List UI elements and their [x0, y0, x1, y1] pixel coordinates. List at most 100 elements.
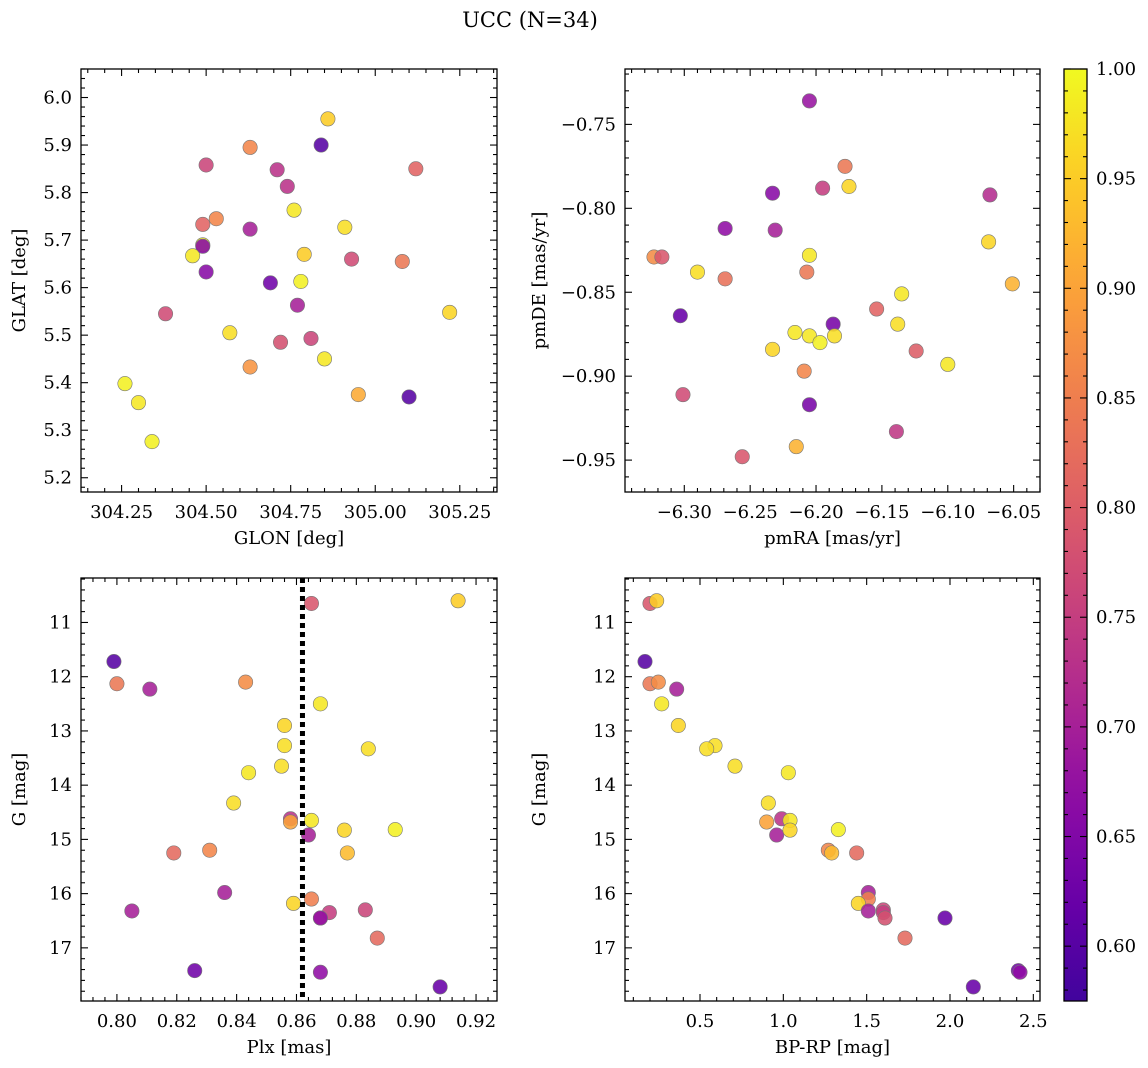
- data-point: [877, 910, 893, 926]
- y-tick-label: 12: [593, 667, 616, 688]
- data-point: [296, 246, 312, 262]
- scatter-points: [646, 93, 1020, 465]
- y-tick-label: 11: [593, 612, 616, 633]
- x-tick-label: 1.0: [769, 1011, 798, 1032]
- y-tick-label: 5.8: [43, 183, 72, 204]
- data-point: [238, 674, 254, 690]
- data-point: [109, 676, 125, 692]
- data-point: [387, 822, 403, 838]
- y-tick-label: 5.2: [43, 468, 72, 489]
- data-point: [675, 387, 691, 403]
- data-point: [908, 343, 924, 359]
- data-point: [317, 351, 333, 367]
- data-point: [727, 758, 743, 774]
- data-point: [765, 185, 781, 201]
- data-point: [965, 979, 981, 995]
- data-point: [1004, 276, 1020, 292]
- data-point: [195, 238, 211, 254]
- panel-plx-g: 0.80 0.82 0.84 0.86 0.88 0.90 0.92 11 12 13 14 15 16…: [9, 577, 498, 1058]
- data-point: [124, 903, 140, 919]
- data-point: [1012, 964, 1028, 980]
- y-tick-label: 16: [593, 884, 616, 905]
- data-point: [787, 325, 803, 341]
- y-tick-label: −0.75: [561, 114, 616, 135]
- colorbar-tick-label: 0.90: [1096, 278, 1136, 299]
- data-point: [285, 895, 301, 911]
- data-point: [717, 271, 733, 287]
- x-tick-label: 0.82: [157, 1011, 197, 1032]
- x-tick-label: 304.75: [259, 502, 322, 523]
- data-point: [717, 220, 733, 236]
- y-tick-label: 13: [49, 721, 72, 742]
- data-point: [106, 654, 122, 670]
- data-point: [117, 376, 133, 392]
- x-axis-label: BP-RP [mag]: [775, 1037, 890, 1058]
- x-tick-label: −6.05: [986, 502, 1041, 523]
- data-point: [654, 249, 670, 265]
- data-point: [286, 202, 302, 218]
- colorbar-tick-label: 1.00: [1096, 59, 1136, 80]
- data-point: [689, 264, 705, 280]
- data-point: [195, 216, 211, 232]
- colorbar-gradient: [1064, 69, 1087, 1001]
- data-point: [242, 359, 258, 375]
- data-point: [765, 341, 781, 357]
- data-point: [344, 251, 360, 267]
- panel-pmra-pmde: −6.30 −6.25 −6.20 −6.15 −6.10 −6.05 −0.95 −0.90…: [529, 68, 1041, 549]
- x-tick-label: 0.86: [276, 1011, 316, 1032]
- ticks: [625, 69, 1041, 492]
- x-tick-label: 1.5: [852, 1011, 881, 1032]
- x-tick-label: −6.10: [920, 502, 975, 523]
- data-point: [293, 273, 309, 289]
- y-tick-label: −0.85: [561, 282, 616, 303]
- data-point: [888, 424, 904, 440]
- y-tick-label: 5.9: [43, 135, 72, 156]
- data-point: [242, 221, 258, 237]
- x-tick-label: 2.0: [936, 1011, 965, 1032]
- y-tick-label: 11: [49, 612, 72, 633]
- data-point: [242, 139, 258, 155]
- data-point: [734, 449, 750, 465]
- data-point: [130, 395, 146, 411]
- y-tick-label: 5.7: [43, 230, 72, 251]
- data-point: [401, 389, 417, 405]
- ticks: [80, 578, 497, 1001]
- data-point: [262, 275, 278, 291]
- data-point: [815, 180, 831, 196]
- data-point: [860, 903, 876, 919]
- x-axis-label: pmRA [mas/yr]: [764, 528, 901, 549]
- colorbar-tick-label: 0.80: [1096, 498, 1136, 519]
- y-tick-label: 15: [593, 829, 616, 850]
- data-point: [279, 178, 295, 194]
- data-point: [303, 330, 319, 346]
- data-point: [849, 845, 865, 861]
- x-tick-label: 0.88: [336, 1011, 376, 1032]
- data-point: [890, 316, 906, 332]
- data-point: [450, 593, 466, 609]
- data-point: [198, 157, 214, 173]
- x-tick-label: 0.80: [97, 1011, 137, 1032]
- data-point: [432, 979, 448, 995]
- data-point: [780, 765, 796, 781]
- x-tick-label: 0.5: [686, 1011, 715, 1032]
- data-point: [142, 681, 158, 697]
- data-point: [669, 681, 685, 697]
- y-tick-label: 16: [49, 884, 72, 905]
- axes-frame: [80, 68, 498, 493]
- data-point: [759, 814, 775, 830]
- data-point: [937, 910, 953, 926]
- ticks: [625, 578, 1040, 1001]
- data-point: [760, 795, 776, 811]
- data-point: [830, 822, 846, 838]
- y-axis-label: pmDE [mas/yr]: [529, 212, 550, 350]
- y-tick-label: 5.6: [43, 278, 72, 299]
- y-tick-label: 6.0: [43, 88, 72, 109]
- y-tick-label: 13: [593, 721, 616, 742]
- y-tick-label: 17: [49, 938, 72, 959]
- colorbar-tick-label: 0.75: [1096, 607, 1136, 628]
- x-axis-label: GLON [deg]: [234, 528, 344, 549]
- data-point: [217, 885, 233, 901]
- y-tick-label: 14: [593, 775, 616, 796]
- data-point: [198, 264, 214, 280]
- data-point: [144, 434, 160, 450]
